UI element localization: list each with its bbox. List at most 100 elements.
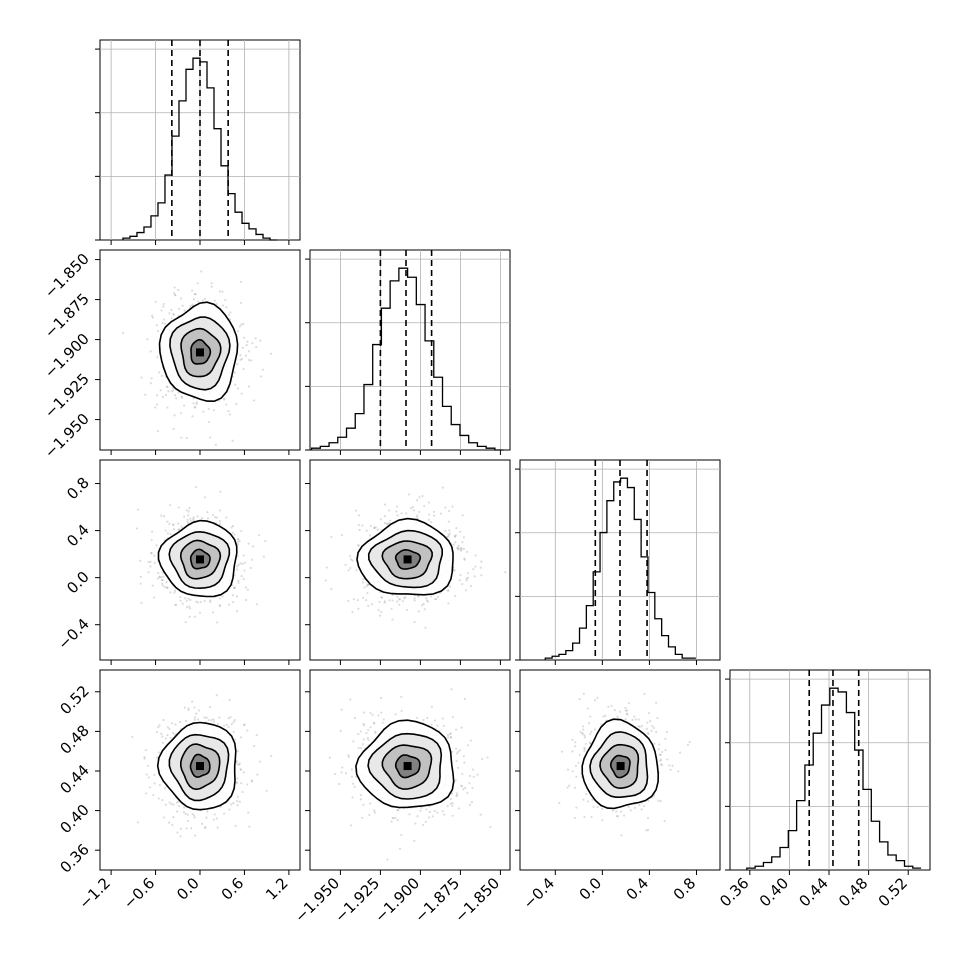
scatter-point	[578, 753, 581, 756]
scatter-point	[616, 815, 619, 818]
scatter-point	[167, 821, 171, 824]
scatter-point	[236, 387, 239, 390]
scatter-point	[177, 391, 180, 394]
scatter-point	[190, 827, 193, 830]
scatter-point	[388, 509, 391, 512]
histogram-bars	[544, 477, 696, 660]
contour-line	[589, 731, 649, 798]
scatter-point	[236, 610, 239, 613]
scatter-point	[189, 517, 192, 520]
scatter-point	[168, 801, 171, 804]
scatter-point	[629, 809, 632, 812]
histogram-panel-2	[515, 459, 721, 665]
scatter-point	[247, 358, 251, 362]
scatter-point	[400, 709, 403, 712]
scatter-point	[439, 512, 442, 515]
scatter-point	[386, 858, 389, 861]
scatter-point	[214, 443, 217, 446]
scatter-point	[242, 336, 246, 339]
scatter-point	[180, 395, 183, 399]
scatter-point	[365, 599, 368, 602]
scatter-point	[216, 621, 219, 624]
scatter-point	[449, 735, 452, 739]
scatter-point	[236, 795, 239, 798]
scatter-point	[164, 737, 168, 740]
scatter-point	[236, 329, 240, 333]
scatter-point	[203, 600, 206, 603]
scatter-point	[394, 713, 397, 716]
density-peak	[616, 762, 625, 771]
scatter-point	[168, 522, 171, 526]
scatter-point	[147, 571, 150, 574]
scatter-point	[172, 528, 176, 531]
scatter-point	[240, 323, 243, 326]
scatter-point	[164, 586, 167, 589]
scatter-point	[227, 717, 230, 720]
scatter-point	[149, 551, 153, 555]
scatter-point	[574, 745, 577, 748]
scatter-point	[355, 569, 358, 572]
scatter-point	[238, 540, 241, 543]
scatter-point	[190, 289, 194, 292]
scatter-point	[473, 575, 476, 578]
scatter-point	[173, 291, 176, 295]
scatter-point	[427, 518, 430, 521]
scatter-point	[589, 742, 592, 745]
scatter-point	[427, 501, 431, 504]
scatter-point	[430, 705, 433, 708]
scatter-point	[235, 760, 238, 763]
scatter-point	[225, 306, 228, 309]
scatter-point	[227, 313, 231, 316]
scatter-point	[153, 554, 156, 557]
scatter-point	[152, 793, 155, 797]
scatter-point	[464, 786, 467, 790]
scatter-point	[455, 792, 458, 795]
contour-line	[610, 754, 631, 779]
scatter-point	[409, 507, 413, 510]
scatter-point	[462, 788, 465, 791]
scatter-point	[161, 578, 164, 582]
scatter-point	[162, 318, 166, 321]
scatter-point	[155, 394, 159, 397]
scatter-point	[373, 722, 376, 725]
scatter-point	[593, 699, 597, 702]
scatter-point	[423, 608, 426, 611]
scatter-point	[383, 601, 386, 604]
scatter-point	[619, 810, 623, 813]
scatter-point	[468, 774, 471, 778]
scatter-point	[259, 375, 263, 378]
scatter-point	[194, 405, 197, 409]
scatter-point	[352, 598, 355, 601]
scatter-point	[596, 806, 599, 809]
scatter-point	[161, 582, 164, 585]
scatter-point	[232, 802, 235, 805]
scatter-point	[170, 308, 173, 311]
density-peak	[196, 555, 204, 564]
scatter-point	[144, 393, 147, 396]
scatter-point	[244, 586, 247, 589]
scatter-point	[184, 597, 187, 600]
scatter-point	[160, 374, 164, 377]
scatter-point	[196, 601, 200, 604]
scatter-point	[660, 750, 664, 754]
y-tick-label: 0.36	[56, 840, 92, 876]
scatter-point	[153, 561, 156, 564]
scatter-point	[205, 716, 208, 719]
scatter-point	[398, 603, 401, 606]
scatter-point	[566, 786, 569, 789]
scatter-point	[212, 718, 215, 721]
x-tick-label: 0.6	[218, 874, 248, 904]
scatter-point	[175, 603, 178, 606]
scatter-point	[647, 799, 650, 802]
scatter-point	[645, 727, 648, 730]
scatter-point	[583, 746, 586, 749]
scatter-point	[164, 803, 167, 806]
scatter-point	[225, 723, 228, 726]
scatter-point	[380, 596, 383, 599]
scatter-point	[215, 516, 219, 519]
scatter-point	[236, 565, 239, 568]
scatter-point	[688, 740, 691, 744]
scatter-point	[233, 371, 236, 374]
scatter-point	[607, 705, 610, 708]
contour-line	[189, 753, 211, 778]
